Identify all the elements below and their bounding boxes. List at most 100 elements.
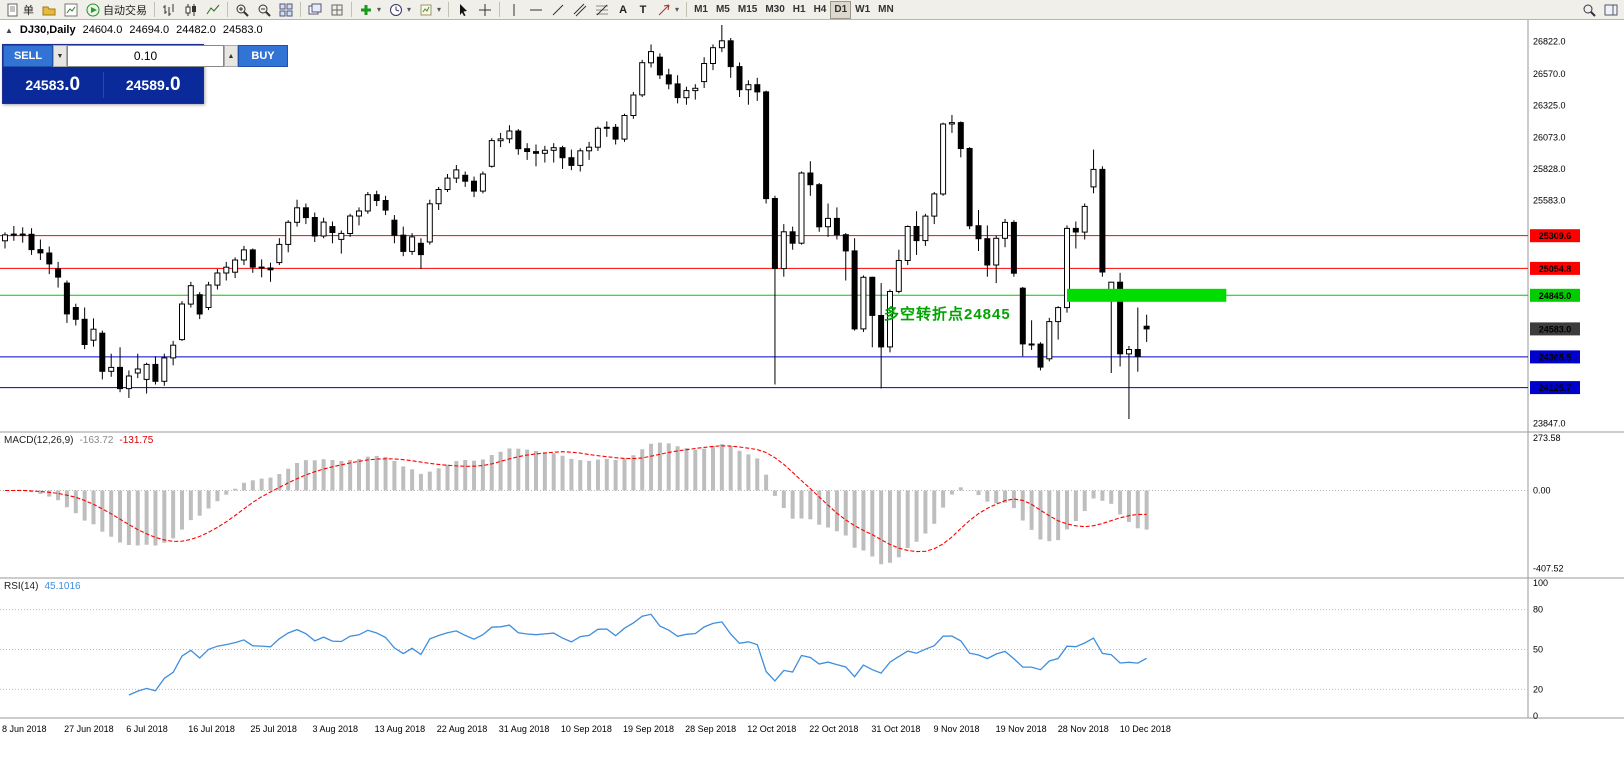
x-axis-label: 28 Nov 2018 bbox=[1058, 724, 1109, 734]
chart-text-annotation[interactable]: 多空转折点24845 bbox=[884, 306, 1011, 323]
sell-price[interactable]: 24583.0 bbox=[25, 74, 81, 95]
fibonacci-tool-button[interactable] bbox=[591, 1, 613, 19]
zoom-in-icon bbox=[236, 4, 249, 17]
new-order-button[interactable]: 单 bbox=[2, 1, 38, 19]
candle-body bbox=[90, 328, 97, 341]
candle-body bbox=[382, 200, 389, 211]
search-icon bbox=[1583, 4, 1596, 17]
price-level-badge-label: 24583.0 bbox=[1539, 324, 1572, 334]
bar-chart-button[interactable] bbox=[158, 1, 180, 19]
timeframe-button-m5[interactable]: M5 bbox=[712, 1, 734, 19]
candle-body bbox=[170, 344, 177, 359]
candle-body bbox=[603, 126, 610, 129]
timeframe-button-d1[interactable]: D1 bbox=[830, 0, 852, 19]
add-indicator-button[interactable]: ▾ bbox=[355, 1, 385, 19]
price-level-badge bbox=[1530, 381, 1580, 395]
x-axis-label: 31 Oct 2018 bbox=[871, 724, 920, 734]
timeframe-button-m15[interactable]: M15 bbox=[734, 1, 761, 19]
x-axis-label: 22 Aug 2018 bbox=[437, 724, 488, 734]
arrows-tool-button[interactable]: ▾ bbox=[653, 1, 683, 19]
vertical-line-tool-button[interactable] bbox=[503, 1, 525, 19]
timeframe-button-mn[interactable]: MN bbox=[874, 1, 898, 19]
search-button[interactable] bbox=[1578, 1, 1600, 19]
candle-body bbox=[37, 249, 44, 254]
candle-body bbox=[320, 221, 327, 237]
timeframe-button-h4[interactable]: H4 bbox=[810, 1, 831, 19]
line-chart-button[interactable] bbox=[202, 1, 224, 19]
volume-input[interactable] bbox=[67, 45, 224, 67]
channel-tool-button[interactable] bbox=[569, 1, 591, 19]
dropdown-arrow-icon: ▾ bbox=[377, 5, 382, 14]
label-tool-button[interactable]: T bbox=[633, 1, 653, 19]
autotrading-button[interactable]: 自动交易 bbox=[82, 1, 151, 19]
candle-body bbox=[568, 157, 575, 166]
price-level-badge bbox=[1530, 261, 1580, 275]
macd-axis-label: 273.58 bbox=[1533, 433, 1561, 443]
candle-body bbox=[1134, 349, 1141, 357]
volume-increase-button[interactable]: ▲ bbox=[224, 45, 238, 67]
tile-windows-button[interactable] bbox=[275, 1, 297, 19]
zoom-in-button[interactable] bbox=[231, 1, 253, 19]
buy-price[interactable]: 24589.0 bbox=[125, 74, 181, 95]
candle-body bbox=[798, 172, 805, 244]
candle-body bbox=[462, 174, 469, 182]
candle-body bbox=[1002, 221, 1008, 239]
candle-body bbox=[648, 51, 654, 64]
candle-body bbox=[833, 217, 840, 236]
text-tool-button[interactable]: A bbox=[613, 1, 633, 19]
timeframe-button-h1[interactable]: H1 bbox=[789, 1, 810, 19]
grid-toggle-button[interactable] bbox=[326, 1, 348, 19]
candle-body bbox=[630, 94, 637, 116]
horizontal-line-tool-button[interactable] bbox=[525, 1, 547, 19]
zoom-out-button[interactable] bbox=[253, 1, 275, 19]
panels-icon bbox=[1604, 4, 1618, 15]
highlight-rect[interactable] bbox=[1067, 288, 1227, 302]
candle-body bbox=[311, 217, 318, 237]
toolbar-separator bbox=[448, 2, 450, 17]
cursor-tool-button[interactable] bbox=[452, 1, 474, 19]
periods-button[interactable]: ▾ bbox=[385, 1, 415, 19]
toolbar-separator bbox=[154, 2, 155, 17]
trendline-tool-button[interactable] bbox=[547, 1, 569, 19]
rsi-value: 45.1016 bbox=[44, 581, 81, 592]
new-chart-button[interactable] bbox=[60, 1, 82, 19]
panels-button[interactable] bbox=[1600, 1, 1622, 19]
candle-body bbox=[134, 368, 141, 374]
candle-body bbox=[240, 249, 247, 261]
candle-body bbox=[1037, 343, 1044, 368]
buy-button[interactable]: BUY bbox=[238, 45, 288, 67]
candle-body bbox=[763, 91, 770, 200]
candle-body bbox=[533, 151, 539, 154]
x-axis-label: 31 Aug 2018 bbox=[499, 724, 550, 734]
templates-button[interactable]: ▾ bbox=[415, 1, 445, 19]
candle-body bbox=[524, 148, 531, 152]
arrange-windows-button[interactable] bbox=[304, 1, 326, 19]
profiles-button[interactable] bbox=[38, 1, 60, 19]
timeframe-button-w1[interactable]: W1 bbox=[851, 1, 874, 19]
collapse-panel-icon[interactable]: ▲ bbox=[5, 25, 13, 35]
price-level-badge bbox=[1530, 350, 1580, 364]
x-axis-label: 19 Sep 2018 bbox=[623, 724, 674, 734]
sell-button[interactable]: SELL bbox=[3, 45, 53, 67]
volume-decrease-button[interactable]: ▼ bbox=[53, 45, 67, 67]
candle-body bbox=[913, 226, 920, 242]
symbol-title: DJ30,Daily bbox=[19, 24, 76, 36]
candle-body bbox=[196, 294, 203, 315]
candle-body bbox=[665, 74, 672, 85]
candle-body bbox=[710, 47, 716, 65]
candle-body bbox=[179, 303, 185, 341]
rsi-axis-label: 80 bbox=[1533, 605, 1543, 615]
toolbar-separator bbox=[227, 2, 228, 17]
candle-body bbox=[479, 173, 486, 192]
candlestick-chart-button[interactable] bbox=[180, 1, 202, 19]
timeframe-button-m1[interactable]: M1 bbox=[690, 1, 712, 19]
candle-body bbox=[825, 217, 831, 228]
timeframe-button-m30[interactable]: M30 bbox=[761, 1, 788, 19]
arrange-windows-icon bbox=[308, 3, 322, 14]
crosshair-tool-button[interactable] bbox=[474, 1, 496, 19]
price-level-badge-label: 24125.7 bbox=[1539, 383, 1572, 393]
candle-body bbox=[506, 130, 513, 140]
candle-body bbox=[417, 242, 424, 256]
candle-body bbox=[276, 243, 283, 264]
